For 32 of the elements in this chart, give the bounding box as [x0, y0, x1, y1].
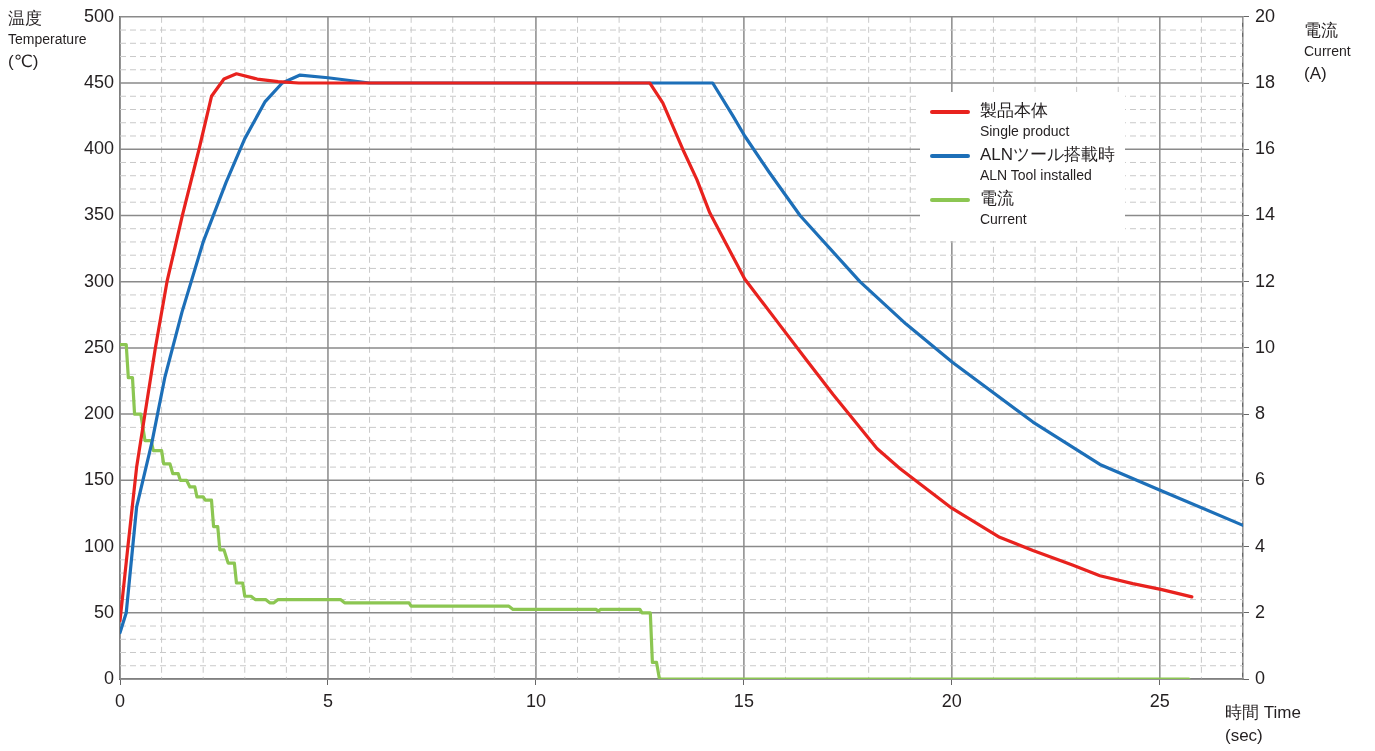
y-tick-label: 0 [103, 667, 114, 688]
y2-axis-title: 電流 Current (A) [1304, 20, 1351, 84]
legend-label: ALNツール搭載時 ALN Tool installed [979, 144, 1115, 185]
x-tick-label: 10 [525, 690, 546, 711]
legend-label: 電流 Current [979, 188, 1027, 229]
y-tick-label: 150 [83, 469, 114, 490]
x-tick-label: 15 [733, 690, 754, 711]
y2-tick-label: 12 [1255, 270, 1276, 291]
legend-label: 製品本体 Single product [979, 99, 1070, 141]
y2-tick-label: 8 [1255, 403, 1266, 424]
y2-tick-label: 0 [1255, 667, 1266, 688]
y2-tick-label: 18 [1255, 71, 1276, 92]
y2-tick-label: 6 [1255, 469, 1266, 490]
y-tick-label: 100 [83, 535, 114, 556]
y-tick-label: 50 [93, 601, 114, 622]
y2-tick-label: 14 [1255, 204, 1276, 225]
x-tick-label: 20 [941, 690, 962, 711]
x-axis-title: 時間 Time (sec) [1225, 702, 1301, 747]
y-tick-label: 250 [83, 336, 114, 357]
y-tick-label: 450 [83, 71, 114, 92]
y-tick-label: 400 [83, 138, 114, 159]
x-tick-label: 25 [1149, 690, 1170, 711]
y-tick-label: 350 [83, 204, 114, 225]
y-tick-label: 200 [83, 403, 114, 424]
y-tick-label: 300 [83, 270, 114, 291]
y2-tick-label: 10 [1255, 336, 1276, 357]
y2-tick-label: 20 [1255, 5, 1276, 26]
y2-tick-label: 16 [1255, 138, 1276, 159]
y2-tick-label: 2 [1255, 601, 1266, 622]
x-tick-label: 5 [322, 690, 333, 711]
y-tick-label: 500 [83, 5, 114, 26]
y2-tick-label: 4 [1255, 535, 1266, 556]
